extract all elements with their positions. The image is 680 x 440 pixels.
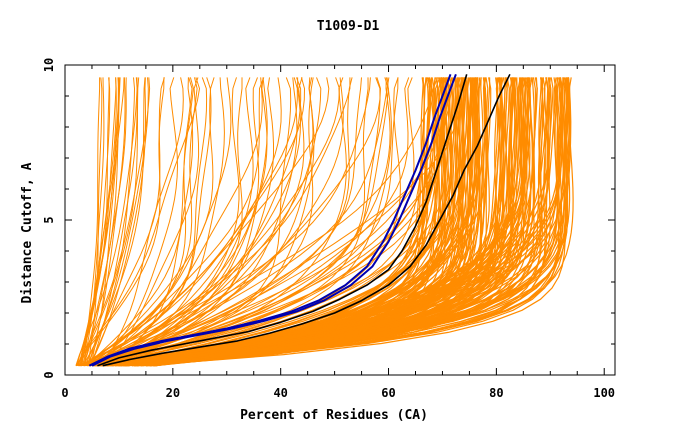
model-curve — [80, 77, 340, 367]
model-curve — [89, 77, 138, 366]
highlighted-series-blue — [88, 73, 452, 367]
model-curve — [146, 77, 461, 367]
model-curve — [92, 77, 225, 367]
series-layer — [75, 73, 574, 367]
model-curve — [79, 77, 151, 366]
model-curve — [141, 77, 501, 367]
model-curve — [90, 77, 347, 367]
model-curve — [85, 77, 439, 367]
model-curve — [89, 77, 381, 367]
chart-title: T1009-D1 — [317, 19, 380, 34]
model-curve — [83, 77, 243, 367]
model-curve — [95, 77, 559, 367]
model-curve — [154, 77, 461, 367]
model-curve — [75, 77, 165, 366]
model-curve — [98, 77, 193, 367]
y-tick-label: 0 — [42, 371, 56, 378]
model-curve — [79, 77, 125, 366]
model-curve — [118, 77, 544, 367]
model-curve — [93, 77, 509, 367]
model-curve — [83, 77, 198, 367]
tick-layer: 0 20 40 60 80 100 0 5 10 — [42, 58, 615, 400]
model-curve — [102, 77, 314, 367]
x-tick-label: 0 — [61, 386, 68, 400]
model-curve — [101, 77, 184, 366]
model-curve — [83, 77, 121, 366]
x-tick-label: 80 — [489, 386, 503, 400]
model-curve — [76, 77, 111, 366]
x-tick-label: 60 — [381, 386, 395, 400]
model-curve — [137, 77, 458, 367]
model-curve — [92, 77, 391, 367]
model-curve — [148, 77, 477, 367]
model-curve — [103, 77, 200, 367]
model-curve — [77, 77, 200, 366]
model-curve — [79, 77, 322, 367]
model-curve — [92, 77, 292, 367]
model-curve — [103, 77, 481, 367]
y-axis-title: Distance Cutoff, A — [20, 162, 35, 303]
model-curve — [106, 77, 519, 367]
model-curve — [106, 77, 351, 367]
model-curve — [103, 77, 563, 367]
y-tick-label: 5 — [42, 216, 56, 223]
model-curve — [77, 77, 117, 366]
x-axis-title: Percent of Residues (CA) — [240, 408, 428, 423]
highlighted-series-black — [102, 73, 511, 367]
model-curve — [82, 77, 146, 366]
model-curve — [87, 77, 353, 367]
highlighted-series-black — [97, 74, 468, 367]
model-curve — [89, 77, 315, 367]
x-tick-label: 100 — [593, 386, 615, 400]
model-curve — [82, 77, 127, 366]
model-curve — [104, 77, 532, 367]
model-curve — [147, 77, 560, 367]
model-curve — [111, 77, 446, 367]
model-curve — [92, 77, 472, 367]
highlighted-series-blue — [91, 73, 457, 367]
model-curve — [75, 77, 369, 367]
model-curve — [101, 77, 268, 367]
model-curve — [114, 77, 426, 367]
x-tick-label: 40 — [273, 386, 287, 400]
model-curve — [99, 77, 390, 367]
model-curve — [102, 77, 268, 367]
model-curve — [81, 77, 330, 367]
model-curve — [88, 77, 103, 366]
model-curve — [90, 77, 178, 367]
model-curve — [104, 77, 254, 367]
model-curve — [92, 77, 431, 367]
x-tick-label: 20 — [166, 386, 180, 400]
model-curve — [86, 77, 265, 367]
model-curve — [86, 77, 212, 367]
model-curve — [122, 77, 463, 367]
model-curve — [105, 77, 301, 367]
model-curve — [134, 77, 570, 367]
y-tick-label: 10 — [42, 58, 56, 72]
model-curve — [93, 77, 260, 367]
model-curve — [80, 77, 305, 367]
model-curve — [98, 77, 298, 367]
model-curve — [135, 77, 526, 367]
model-curve — [125, 77, 508, 367]
model-curve — [112, 77, 468, 367]
model-curve — [89, 77, 194, 366]
model-curve — [104, 77, 563, 367]
